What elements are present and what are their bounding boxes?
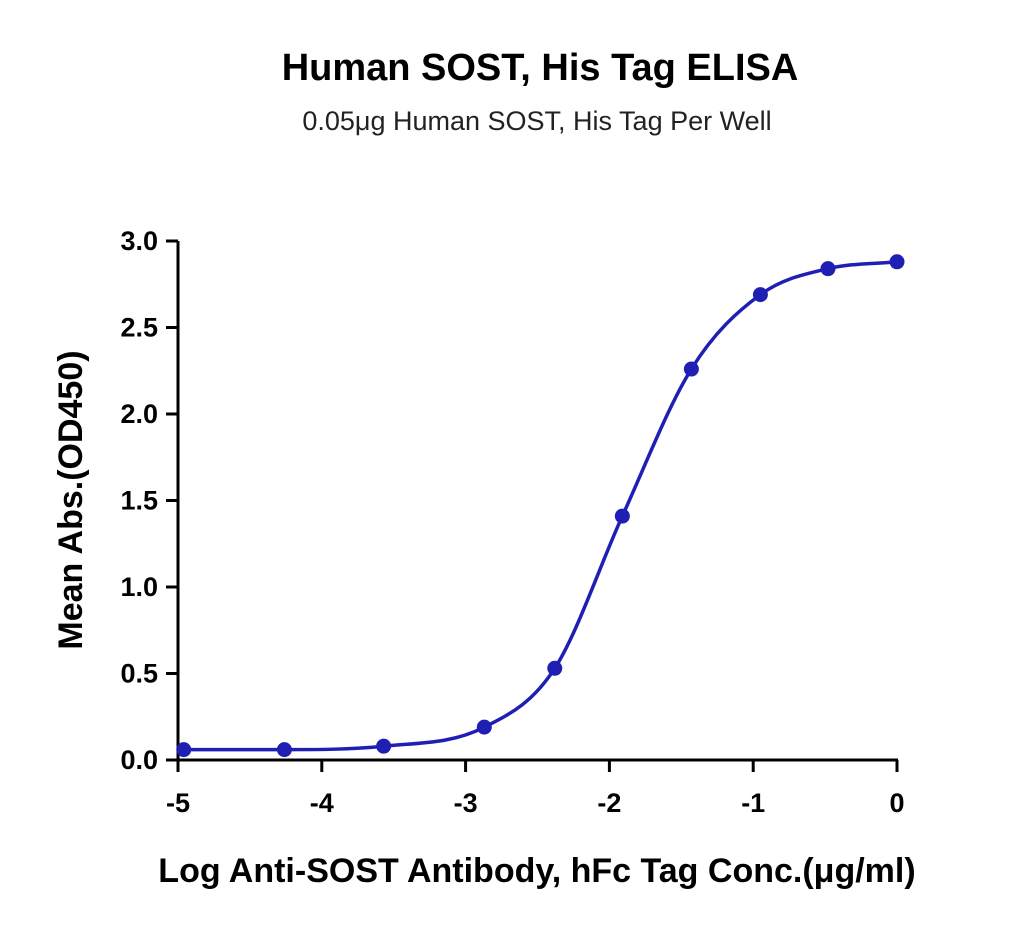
y-tick-label: 0.5 <box>120 659 158 689</box>
y-tick-label: 2.5 <box>120 313 158 343</box>
data-point <box>547 660 563 676</box>
data-point <box>376 738 392 754</box>
x-tick-label: -4 <box>310 788 334 818</box>
data-point <box>889 254 905 270</box>
x-ticks: -5 -4 -3 -2 -1 0 <box>166 760 905 818</box>
axes <box>176 241 898 762</box>
x-tick-label: -1 <box>741 788 765 818</box>
chart-title: Human SOST, His Tag ELISA <box>282 47 799 89</box>
x-tick-label: 0 <box>889 788 904 818</box>
data-points <box>176 254 905 758</box>
x-tick-label: -3 <box>454 788 478 818</box>
y-tick-label: 1.5 <box>120 486 158 516</box>
data-point <box>752 287 768 303</box>
data-point <box>276 742 292 758</box>
y-tick-label: 2.0 <box>120 399 158 429</box>
y-tick-label: 3.0 <box>120 226 158 256</box>
data-point <box>820 261 836 277</box>
data-point <box>476 719 492 735</box>
y-tick-label: 0.0 <box>120 745 158 775</box>
data-point <box>176 742 192 758</box>
data-point <box>683 361 699 377</box>
x-axis-label: Log Anti-SOST Antibody, hFc Tag Conc.(μg… <box>158 852 915 890</box>
y-axis-label: Mean Abs.(OD450) <box>52 350 90 649</box>
x-tick-label: -5 <box>166 788 190 818</box>
y-tick-label: 1.0 <box>120 572 158 602</box>
chart-subtitle: 0.05μg Human SOST, His Tag Per Well <box>302 106 771 136</box>
x-tick-label: -2 <box>597 788 621 818</box>
data-point <box>614 508 630 524</box>
fit-curve <box>183 260 898 752</box>
y-ticks: 0.0 0.5 1.0 1.5 2.0 2.5 3.0 <box>120 226 178 775</box>
